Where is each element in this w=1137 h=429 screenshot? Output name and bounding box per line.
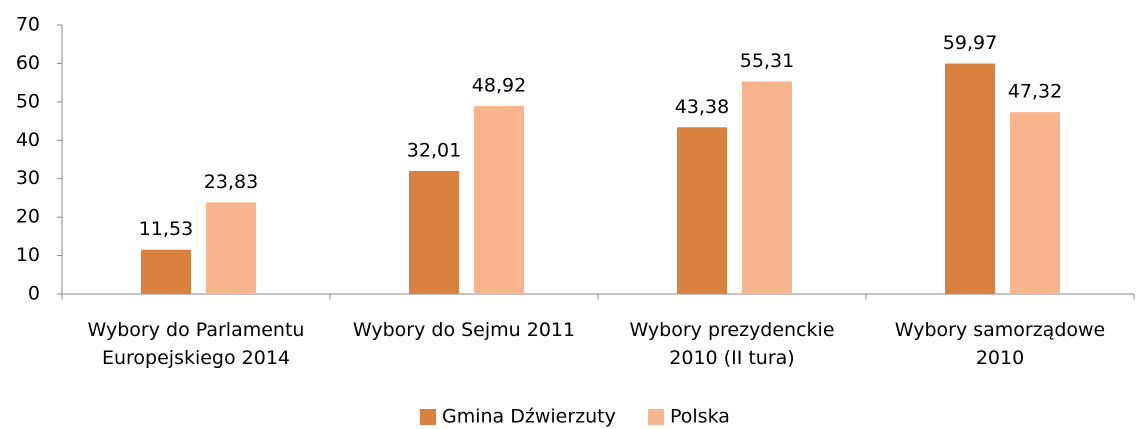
bar	[206, 202, 256, 294]
bar	[474, 106, 524, 294]
legend-swatch	[420, 409, 436, 425]
bar	[1010, 112, 1060, 294]
data-label: 55,31	[740, 50, 794, 72]
bar	[677, 127, 727, 294]
data-label: 43,38	[675, 96, 729, 118]
y-tick-label: 50	[16, 90, 40, 112]
x-tick-label: Wybory do Parlamentu Europejskiego 2014	[87, 319, 305, 369]
data-label: 47,32	[1008, 81, 1062, 103]
legend-swatch	[648, 409, 664, 425]
data-label: 23,83	[204, 171, 258, 193]
x-tick-label: Wybory samorządowe 2010	[894, 319, 1106, 369]
y-tick-label: 70	[16, 14, 40, 36]
y-tick-label: 30	[16, 167, 40, 189]
y-tick-label: 0	[28, 283, 40, 305]
y-tick-label: 60	[16, 52, 40, 74]
bar	[742, 81, 792, 294]
x-tick-label: Wybory prezydenckie 2010 (II tura)	[629, 319, 835, 369]
bar	[409, 170, 459, 294]
y-tick-label: 10	[16, 244, 40, 266]
y-tick-label: 40	[16, 129, 40, 151]
y-tick-label: 20	[16, 206, 40, 228]
bar	[141, 249, 191, 294]
data-label: 11,53	[139, 218, 193, 240]
data-label: 32,01	[407, 139, 461, 161]
x-tick-label: Wybory do Sejmu 2011	[352, 319, 576, 341]
legend-label: Polska	[670, 406, 730, 428]
legend-label: Gmina Dźwierzuty	[442, 406, 616, 428]
data-label: 59,97	[943, 32, 997, 54]
bar	[945, 63, 995, 295]
data-label: 48,92	[472, 75, 526, 97]
